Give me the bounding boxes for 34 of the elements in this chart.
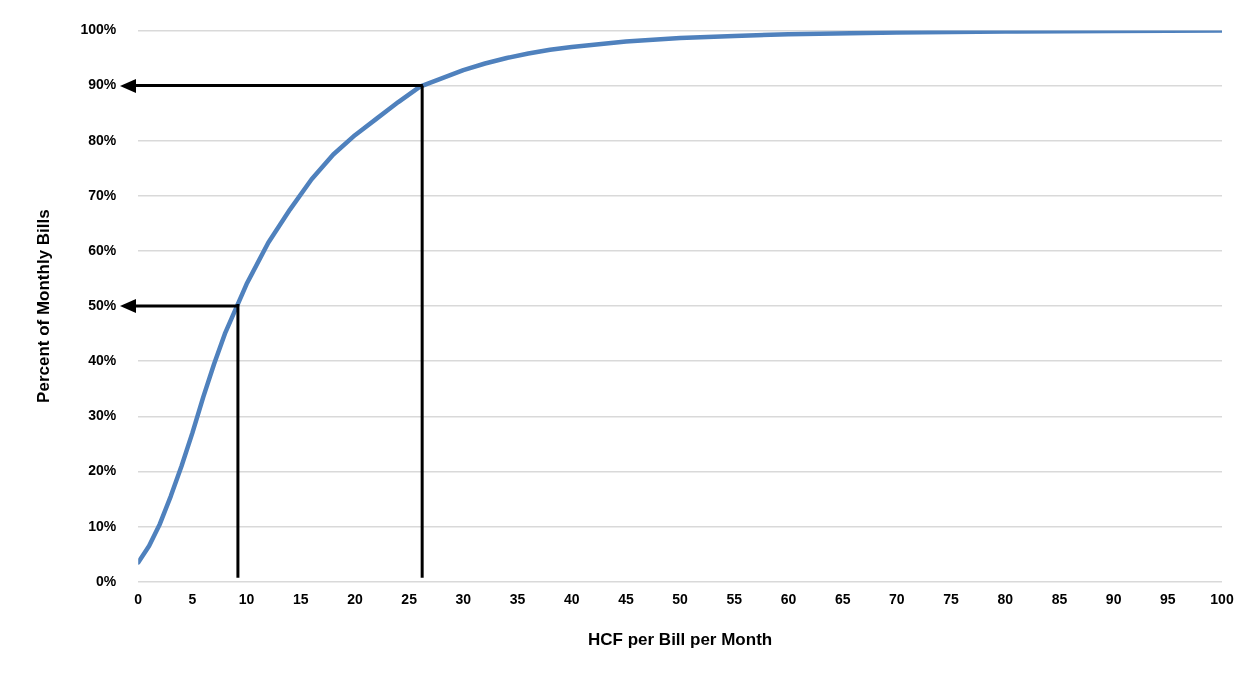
y-tick-label: 100% xyxy=(80,21,117,38)
y-tick-label: 20% xyxy=(88,462,117,479)
x-tick-label: 35 xyxy=(509,591,526,608)
y-tick-label: 90% xyxy=(88,76,117,93)
x-axis-title: HCF per Bill per Month xyxy=(588,630,773,650)
x-tick-label: 5 xyxy=(188,591,197,608)
x-tick-label: 65 xyxy=(834,591,851,608)
x-tick-label: 85 xyxy=(1051,591,1068,608)
x-tick-label: 75 xyxy=(943,591,960,608)
y-axis-title: Percent of Monthly Bills xyxy=(33,209,53,403)
x-tick-label: 90 xyxy=(1105,591,1122,608)
x-tick-label: 70 xyxy=(889,591,905,608)
y-tick-label: 40% xyxy=(88,352,117,369)
x-tick-label: 0 xyxy=(134,591,143,608)
y-tick-label: 80% xyxy=(88,131,117,148)
y-tick-label: 60% xyxy=(88,241,117,258)
x-tick-label: 80 xyxy=(997,591,1014,608)
x-tick-label: 60 xyxy=(780,591,797,608)
x-tick-label: 10 xyxy=(238,591,255,608)
y-tick-label: 50% xyxy=(88,296,117,313)
x-tick-label: 40 xyxy=(563,591,580,608)
y-tick-label: 70% xyxy=(88,186,117,203)
x-tick-label: 100 xyxy=(1210,591,1234,608)
y-tick-label: 30% xyxy=(88,407,117,424)
x-tick-label: 50 xyxy=(672,591,689,608)
y-tick-label: 10% xyxy=(88,517,117,534)
x-tick-label: 55 xyxy=(726,591,743,608)
x-tick-label: 95 xyxy=(1160,591,1176,608)
y-tick-label: 0% xyxy=(95,572,117,589)
x-tick-label: 15 xyxy=(292,591,309,608)
x-tick-label: 20 xyxy=(347,591,363,608)
x-tick-label: 25 xyxy=(401,591,418,608)
x-tick-label: 30 xyxy=(455,591,472,608)
x-tick-label: 45 xyxy=(618,591,634,608)
